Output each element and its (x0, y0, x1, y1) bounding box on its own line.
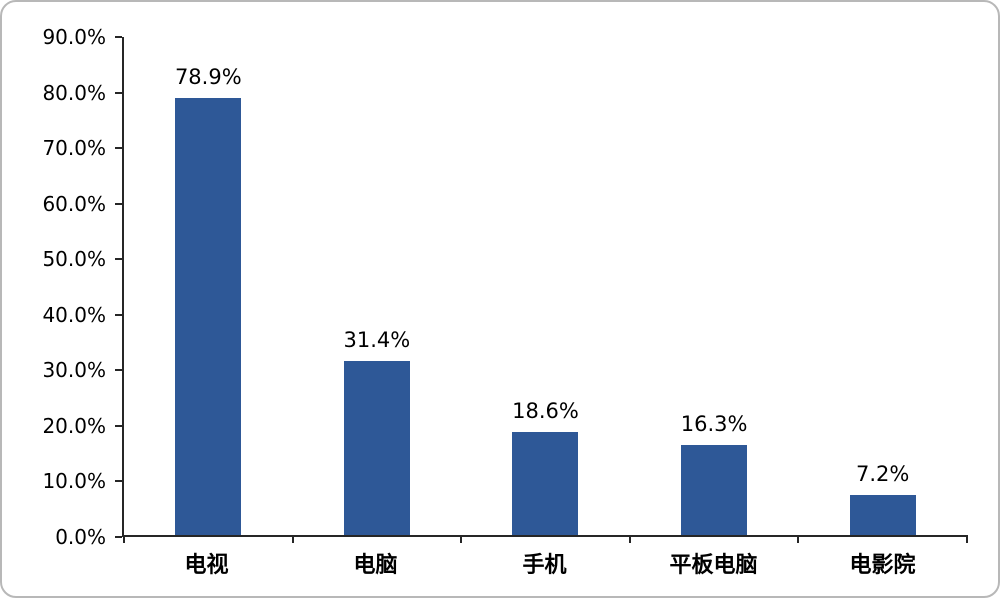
bar-cell: 18.6% (461, 37, 630, 535)
x-category-label: 电影院 (849, 553, 916, 578)
x-category-label: 平板电脑 (669, 553, 758, 578)
bar-value-label: 16.3% (680, 411, 748, 436)
y-tick-mark (115, 36, 122, 38)
bar (343, 361, 410, 535)
bar-cell: 78.9% (124, 37, 293, 535)
x-category-label: 电视 (184, 553, 229, 578)
x-axis-labels: 电视 电脑 手机 平板电脑 电影院 (122, 547, 967, 579)
x-tick-mark (628, 535, 631, 543)
x-category-label: 电脑 (353, 553, 398, 578)
bar-cell: 31.4% (293, 37, 462, 535)
x-tick-mark (966, 535, 968, 543)
x-tick-mark (123, 535, 125, 543)
y-tick-mark (115, 480, 122, 483)
bar-cell: 7.2% (798, 37, 967, 535)
bar-value-label: 78.9% (174, 65, 242, 90)
bar (849, 495, 916, 535)
bar-value-label: 18.6% (512, 399, 579, 424)
bars-container: 78.9% 31.4% 18.6% 16.3% 7.2% (124, 37, 967, 535)
bar-value-label: 31.4% (343, 328, 411, 353)
bar-value-label: 7.2% (855, 462, 910, 487)
y-tick-mark (115, 202, 122, 205)
plot-area: 78.9% 31.4% 18.6% 16.3% 7.2% (122, 37, 968, 543)
x-tick-mark (797, 535, 800, 543)
bar (681, 444, 748, 535)
y-tick-mark (115, 424, 122, 427)
y-tick-label: 0.0% (55, 525, 106, 549)
y-tick-label: 50.0% (42, 247, 106, 272)
y-axis-labels: 0.0% 10.0% 20.0% 30.0% 40.0% 50.0% 60.0% 70.0% 8… (2, 25, 112, 549)
bar-cell: 16.3% (630, 37, 799, 535)
y-tick-mark (115, 313, 122, 316)
y-tick-label: 70.0% (42, 136, 106, 161)
y-tick-label: 20.0% (42, 413, 106, 438)
y-tick-mark (115, 147, 122, 150)
y-tick-label: 80.0% (42, 80, 106, 105)
x-category-label: 手机 (522, 553, 567, 578)
y-tick-label: 40.0% (42, 302, 106, 327)
y-tick-mark (115, 369, 122, 372)
y-tick-label: 30.0% (42, 358, 106, 383)
x-tick-mark (291, 535, 294, 543)
y-tick-label: 10.0% (42, 469, 106, 494)
y-tick-label: 60.0% (42, 191, 106, 216)
x-tick-mark (460, 535, 463, 543)
y-tick-mark (115, 258, 122, 261)
y-tick-mark (115, 536, 122, 538)
bar (175, 98, 242, 535)
y-tick-label: 90.0% (42, 25, 106, 49)
y-tick-mark (115, 91, 122, 94)
bar (512, 432, 579, 535)
